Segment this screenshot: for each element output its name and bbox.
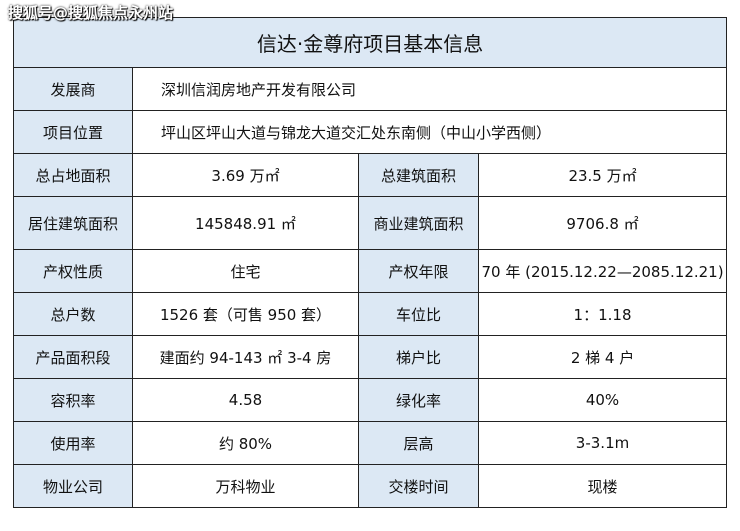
row-label: 使用率 (13, 421, 133, 465)
row-label: 总占地面积 (13, 153, 133, 197)
table-title: 信达·金尊府项目基本信息 (12, 17, 728, 68)
table-row: 发展商 深圳信润房地产开发有限公司 (13, 67, 728, 111)
row-value: 深圳信润房地产开发有限公司 (131, 67, 728, 111)
row-value: 3-3.1m (477, 421, 728, 465)
row-label: 商业建筑面积 (358, 196, 479, 250)
project-info-table: 信达·金尊府项目基本信息 发展商 深圳信润房地产开发有限公司 项目位置 坪山区坪山大道… (12, 17, 728, 508)
row-label: 居住建筑面积 (13, 196, 133, 250)
row-label: 交楼时间 (358, 464, 479, 508)
row-label: 层高 (358, 421, 479, 465)
row-value: 23.5 万㎡ (477, 153, 728, 197)
row-value: 现楼 (477, 464, 728, 508)
row-value: 建面约 94-143 ㎡ 3-4 房 (132, 335, 359, 379)
row-value: 住宅 (132, 249, 359, 293)
row-label: 产权性质 (13, 249, 133, 293)
row-label: 总建筑面积 (358, 153, 479, 197)
table-row: 物业公司 万科物业 交楼时间 现楼 (13, 464, 728, 508)
row-label: 物业公司 (13, 464, 133, 508)
table-row: 使用率约 80% 层高 3-3.1m (13, 421, 728, 465)
table-row: 总户数 1526 套（可售 950 套） 车位比 1：1.18 (13, 292, 728, 336)
table-row: 项目位置 坪山区坪山大道与锦龙大道交汇处东南侧（中山小学西侧） (13, 110, 728, 154)
table-row: 容积率 4.58 绿化率 40% (13, 378, 728, 422)
row-value: 9706.8 ㎡ (477, 196, 728, 250)
title-row: 信达·金尊府项目基本信息 (12, 17, 728, 68)
row-value: 70 年 (2015.12.22—2085.12.21) (477, 249, 728, 293)
row-value: 145848.91 ㎡ (132, 196, 359, 250)
row-value: 2 梯 4 户 (477, 335, 728, 379)
row-label: 发展商 (13, 67, 133, 111)
row-label: 项目位置 (13, 110, 133, 154)
table-row: 产品面积段 建面约 94-143 ㎡ 3-4 房梯户比 2 梯 4 户 (13, 335, 728, 379)
row-label: 产权年限 (358, 249, 479, 293)
row-value: 3.69 万㎡ (132, 153, 359, 197)
watermark: 搜狐号@搜狐焦点永州站 (8, 4, 174, 22)
row-label: 总户数 (13, 292, 133, 336)
row-label: 产品面积段 (13, 335, 133, 379)
row-value: 坪山区坪山大道与锦龙大道交汇处东南侧（中山小学西侧） (131, 110, 728, 154)
row-label: 容积率 (13, 378, 133, 422)
row-value: 万科物业 (132, 464, 359, 508)
table-row: 产权性质 住宅 产权年限 70 年 (2015.12.22—2085.12.21) (13, 249, 728, 293)
table-row: 总占地面积 3.69 万㎡ 总建筑面积 23.5 万㎡ (13, 153, 728, 197)
row-label: 绿化率 (358, 378, 479, 422)
row-label: 车位比 (358, 292, 479, 336)
row-value: 4.58 (132, 378, 359, 422)
row-label: 梯户比 (358, 335, 479, 379)
row-value: 1526 套（可售 950 套） (132, 292, 359, 336)
row-value: 40% (477, 378, 728, 422)
row-value: 1：1.18 (477, 292, 728, 336)
row-value: 约 80% (132, 421, 359, 465)
